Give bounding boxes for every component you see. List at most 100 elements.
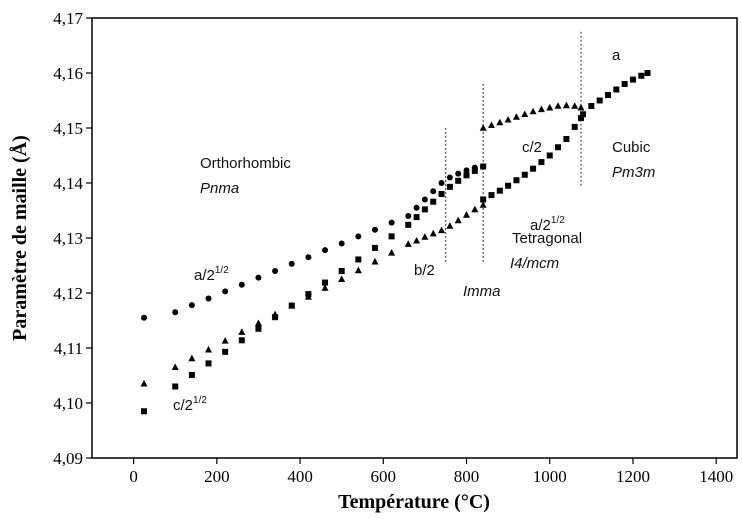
point	[605, 92, 611, 98]
branch-sup: 1/2	[215, 265, 229, 276]
point	[438, 180, 445, 186]
point	[221, 337, 229, 344]
x-tick-label: 800	[454, 467, 480, 486]
y-tick-label: 4,14	[53, 174, 83, 193]
point	[512, 113, 520, 120]
plot-frame	[91, 17, 738, 459]
point	[305, 254, 312, 261]
branch-text: a/2	[530, 217, 551, 234]
point	[513, 177, 520, 184]
point	[238, 328, 246, 335]
point	[463, 172, 470, 179]
point	[388, 249, 396, 256]
point	[255, 325, 262, 332]
point	[454, 216, 462, 224]
point	[222, 348, 229, 355]
y-tick-label: 4,13	[53, 229, 83, 248]
branch-label: a/21/2	[530, 215, 565, 234]
point	[405, 213, 412, 219]
point	[463, 211, 471, 218]
point	[554, 102, 562, 109]
x-tick-label: 1200	[616, 467, 650, 486]
point	[480, 196, 487, 203]
point	[355, 233, 362, 240]
point	[188, 302, 195, 309]
point	[463, 167, 470, 174]
point	[538, 159, 545, 166]
point	[537, 105, 545, 113]
point	[455, 170, 462, 177]
point	[421, 233, 429, 240]
point	[562, 101, 570, 109]
point	[613, 86, 620, 93]
point	[238, 281, 245, 288]
point	[479, 124, 487, 131]
point	[521, 171, 528, 178]
point	[188, 354, 196, 362]
point	[338, 268, 345, 274]
point	[371, 226, 378, 233]
phase-label: Orthorhombic	[200, 155, 291, 172]
point	[338, 240, 345, 247]
point	[288, 260, 295, 267]
point	[371, 257, 379, 265]
point	[438, 191, 445, 197]
point	[438, 226, 446, 234]
point	[413, 214, 420, 221]
point	[388, 233, 395, 240]
x-tick-label: 600	[371, 467, 397, 486]
point	[222, 288, 229, 295]
x-tick-label: 400	[287, 467, 313, 486]
point	[455, 177, 462, 184]
point	[140, 379, 148, 387]
point	[172, 309, 179, 316]
point	[305, 291, 312, 298]
point	[322, 247, 329, 254]
point	[254, 319, 262, 327]
space-group: Imma	[463, 283, 501, 300]
point	[644, 70, 651, 76]
point	[322, 279, 329, 286]
point	[272, 314, 279, 321]
point	[255, 274, 262, 281]
space-group: Pm3m	[612, 164, 655, 181]
point	[272, 268, 279, 274]
point	[580, 111, 587, 118]
point	[638, 72, 645, 79]
x-tick-label: 1400	[699, 467, 733, 486]
point	[588, 103, 595, 109]
point	[288, 302, 295, 309]
point	[413, 204, 420, 211]
point	[446, 174, 453, 181]
point	[371, 244, 378, 251]
point	[577, 103, 585, 111]
point	[188, 371, 195, 378]
point	[521, 110, 529, 118]
point	[205, 360, 212, 367]
branch-text: c/2	[173, 397, 193, 414]
point	[413, 236, 421, 244]
point	[563, 136, 570, 142]
x-axis-label: Température (°C)	[338, 491, 490, 513]
branch-label: b/2	[414, 262, 435, 279]
point	[430, 198, 437, 205]
point	[496, 187, 503, 194]
point	[546, 103, 554, 111]
branch-sup: 1/2	[193, 395, 207, 406]
point	[555, 144, 562, 151]
point	[487, 121, 495, 129]
point	[172, 383, 179, 390]
point	[141, 408, 148, 415]
branch-sup: 1/2	[551, 215, 565, 226]
point	[546, 152, 553, 159]
point	[446, 183, 453, 190]
branch-label: a/21/2	[194, 265, 229, 284]
point	[629, 76, 636, 83]
y-tick-label: 4,11	[54, 339, 83, 358]
point	[505, 182, 512, 189]
phase-label: Tetragonal	[512, 230, 582, 247]
branch-label: c/21/2	[173, 395, 207, 414]
point	[504, 115, 512, 123]
point	[488, 192, 495, 199]
point	[141, 314, 148, 321]
